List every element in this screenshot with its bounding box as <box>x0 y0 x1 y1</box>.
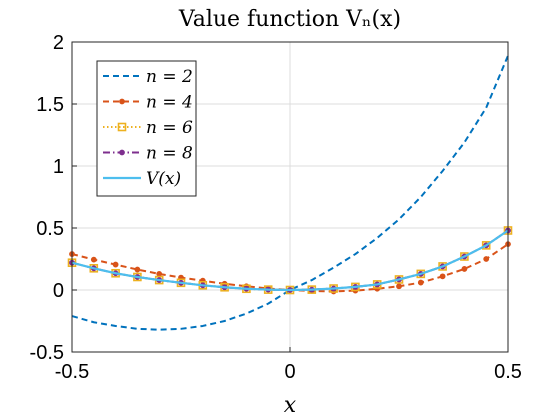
series-point <box>90 256 97 263</box>
y-tick-label: 1.5 <box>36 94 64 116</box>
legend-label: n = 8 <box>146 144 193 164</box>
legend-entry: n = 4 <box>103 93 193 113</box>
series-4 <box>71 229 509 292</box>
legend-entry: n = 6 <box>103 118 193 138</box>
legend-entry: n = 2 <box>103 67 193 87</box>
tick-layer: -0.5 0 0.5 -0.5 0 0.5 1 1.5 2 <box>30 32 522 383</box>
y-tick-label: 2 <box>53 32 64 54</box>
legend-label: n = 6 <box>146 118 193 138</box>
legend-entry: n = 8 <box>103 144 193 164</box>
x-tick-label: 0.5 <box>494 361 522 383</box>
legend-label: n = 4 <box>146 93 193 113</box>
series-point <box>439 273 446 280</box>
y-tick-label: -0.5 <box>30 342 64 364</box>
legend-label: n = 2 <box>146 67 193 87</box>
series-line <box>71 55 509 331</box>
legend-box <box>96 60 197 197</box>
x-tick-label: -0.5 <box>55 361 89 383</box>
chart-title: Value function Vₙ(x) <box>178 7 401 32</box>
y-tick-label: 0 <box>53 280 64 302</box>
series-point <box>460 252 469 261</box>
legend-label: V(x) <box>146 169 181 189</box>
series-point <box>112 261 119 268</box>
series-point <box>483 256 490 262</box>
series-point <box>417 279 424 286</box>
x-tick-label: 0 <box>284 361 295 383</box>
series-point <box>134 266 141 273</box>
series-point <box>396 283 402 290</box>
series-point <box>461 266 468 272</box>
series-point <box>438 262 447 271</box>
series-line <box>71 229 509 292</box>
legend-entry: V(x) <box>103 169 181 189</box>
legend-marker <box>119 149 125 156</box>
series-point <box>156 270 163 277</box>
y-tick-label: 0.5 <box>36 218 64 240</box>
y-tick-label: 1 <box>53 156 64 178</box>
legend: n = 2 n = 4 n = 6 n = 8 V(x) <box>96 60 197 197</box>
x-axis-label: x <box>284 393 297 418</box>
series-point <box>481 241 491 250</box>
series-0 <box>71 55 509 331</box>
legend-marker <box>117 122 127 132</box>
series-layer <box>67 55 513 331</box>
legend-marker <box>119 98 125 105</box>
